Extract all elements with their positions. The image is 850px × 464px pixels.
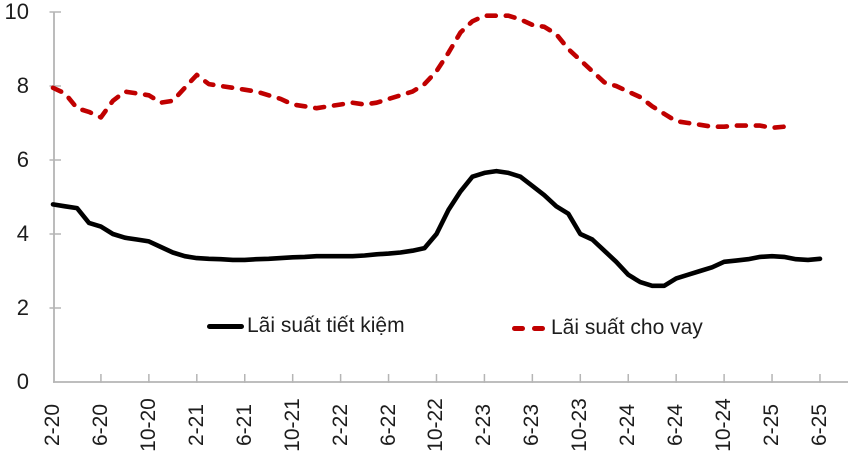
x-axis-label-6-20: 6-20: [88, 403, 112, 447]
x-axis-label-2-24: 2-24: [616, 403, 640, 447]
x-axis-label-6-24: 6-24: [664, 403, 688, 447]
x-axis-label-2-23: 2-23: [472, 403, 496, 447]
x-axis-label-6-21: 6-21: [232, 403, 256, 447]
x-axis-label-6-25: 6-25: [807, 403, 831, 447]
x-axis-label-2-25: 2-25: [760, 403, 784, 447]
lending-line: [50, 13, 787, 131]
y-axis-label-2: 2: [16, 295, 29, 320]
x-axis-label-10-20: 10-20: [136, 398, 160, 452]
x-axis-label-6-23: 6-23: [520, 403, 544, 447]
legend-label-savings: Lãi suất tiết kiệm: [247, 314, 405, 337]
x-axis-label-2-21: 2-21: [184, 403, 208, 447]
x-axis-label-10-22: 10-22: [424, 398, 448, 452]
x-axis-label-10-23: 10-23: [568, 398, 592, 452]
savings-line-swatch: [207, 323, 244, 329]
x-axis-label-10-24: 10-24: [712, 398, 736, 452]
y-axis-label-6: 6: [16, 147, 29, 172]
y-axis-label-4: 4: [16, 221, 29, 246]
x-axis-label-6-22: 6-22: [376, 403, 400, 447]
y-axis-label-0: 0: [16, 369, 29, 394]
legend-item-savings: Lãi suất tiết kiệm: [207, 313, 405, 339]
legend-item-lending: Lãi suất cho vay: [512, 315, 703, 341]
x-axis-label-2-20: 2-20: [41, 403, 64, 447]
y-axis-label-10: 10: [4, 0, 29, 24]
legend-label-lending: Lãi suất cho vay: [551, 316, 703, 339]
lending-line-swatch: [512, 325, 547, 331]
y-axis-label-8: 8: [16, 73, 29, 98]
savings-line: [50, 168, 823, 289]
x-axis-label-10-21: 10-21: [280, 398, 304, 452]
x-axis-label-2-22: 2-22: [328, 403, 352, 447]
